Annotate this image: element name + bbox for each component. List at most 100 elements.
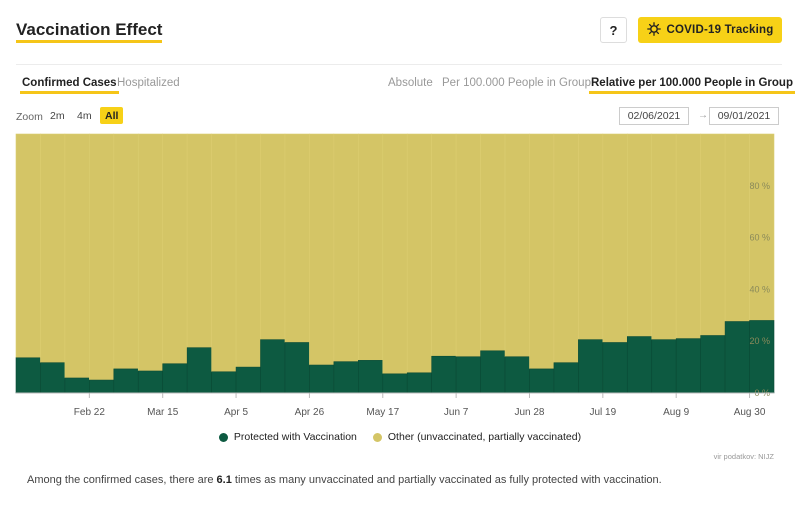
date-separator: → bbox=[698, 110, 708, 121]
bar-protected-12 bbox=[309, 364, 335, 394]
bar-other-1 bbox=[40, 133, 66, 363]
bar-protected-5 bbox=[137, 370, 164, 394]
legend-dot-protected bbox=[218, 432, 228, 442]
bar-protected-23 bbox=[578, 339, 604, 394]
bar-protected-22 bbox=[553, 362, 579, 394]
bar-other-17 bbox=[431, 133, 457, 357]
bar-protected-18 bbox=[455, 356, 481, 394]
bar-protected-21 bbox=[529, 368, 555, 394]
bar-other-20 bbox=[504, 133, 530, 358]
bar-other-11 bbox=[284, 133, 310, 343]
bar-protected-1 bbox=[40, 362, 66, 394]
x-tick-label: Mar 15 bbox=[147, 407, 179, 418]
bar-protected-13 bbox=[333, 361, 359, 394]
bar-other-27 bbox=[675, 133, 701, 339]
bar-protected-14 bbox=[358, 360, 384, 394]
x-tick-label: Aug 9 bbox=[663, 407, 690, 418]
zoom-4m-button[interactable]: 4m bbox=[77, 109, 92, 122]
bar-protected-8 bbox=[211, 371, 237, 394]
tab-relative-per-100000[interactable]: Relative per 100.000 People in Group bbox=[589, 77, 795, 94]
page-title: Vaccination Effect bbox=[16, 20, 163, 43]
bar-protected-7 bbox=[186, 347, 212, 394]
date-to-input[interactable]: 09/01/2021 bbox=[709, 107, 779, 125]
x-tick-label: Jun 7 bbox=[444, 407, 469, 418]
bar-protected-24 bbox=[602, 342, 628, 394]
bar-protected-3 bbox=[89, 379, 115, 394]
covid-tracking-label: COVID-19 Tracking bbox=[666, 24, 774, 36]
legend-label-other: Other (unvaccinated, partially vaccinate… bbox=[387, 431, 582, 443]
chart: 0 %20 %40 %60 %80 %Feb 22 Mar 15 Apr 5 Apr … bbox=[15, 133, 775, 418]
x-tick-label: May 17 bbox=[366, 407, 399, 418]
bar-protected-4 bbox=[113, 368, 139, 394]
bar-other-5 bbox=[137, 133, 164, 372]
bar-other-30 bbox=[749, 133, 775, 321]
bar-protected-2 bbox=[64, 377, 90, 394]
bar-protected-10 bbox=[260, 339, 286, 394]
bar-other-6 bbox=[162, 133, 188, 365]
bar-other-28 bbox=[700, 133, 726, 336]
bar-protected-29 bbox=[724, 321, 750, 394]
bar-other-14 bbox=[358, 133, 384, 361]
x-tick-label: Apr 26 bbox=[295, 407, 325, 418]
bar-other-23 bbox=[578, 133, 604, 340]
bar-other-13 bbox=[333, 133, 359, 362]
zoom-all-button[interactable]: All bbox=[100, 107, 124, 124]
bar-protected-19 bbox=[480, 350, 506, 394]
x-tick-label: Jun 28 bbox=[514, 407, 544, 418]
bar-protected-30 bbox=[749, 320, 775, 394]
legend-label-protected: Protected with Vaccination bbox=[233, 431, 357, 443]
bar-protected-6 bbox=[162, 363, 188, 394]
bar-protected-25 bbox=[626, 336, 653, 394]
chart-legend: Protected with Vaccination Other (unvacc… bbox=[0, 431, 800, 443]
date-from-input[interactable]: 02/06/2021 bbox=[619, 107, 689, 125]
virus-icon bbox=[646, 21, 661, 39]
summary-suffix: times as many unvaccinated and partially… bbox=[231, 474, 662, 486]
tab-absolute[interactable]: Absolute bbox=[388, 77, 433, 89]
data-source: vir podatkov: NIJZ bbox=[713, 452, 774, 461]
y-tick-label: 40 % bbox=[749, 284, 770, 294]
tab-hospitalized[interactable]: Hospitalized bbox=[117, 77, 180, 89]
tab-per-100000[interactable]: Per 100.000 People in Group bbox=[442, 77, 591, 89]
bar-other-8 bbox=[211, 133, 237, 373]
tab-confirmed-cases[interactable]: Confirmed Cases bbox=[20, 77, 119, 94]
bar-other-29 bbox=[724, 133, 750, 322]
bar-protected-11 bbox=[284, 342, 310, 394]
x-tick-label: Apr 5 bbox=[224, 407, 248, 418]
bar-other-21 bbox=[529, 133, 555, 370]
summary-prefix: Among the confirmed cases, there are bbox=[27, 474, 217, 486]
bar-other-16 bbox=[406, 133, 432, 374]
legend-item-other[interactable]: Other (unvaccinated, partially vaccinate… bbox=[372, 431, 582, 443]
bar-protected-20 bbox=[504, 356, 530, 394]
bar-protected-16 bbox=[406, 372, 432, 394]
bar-other-7 bbox=[186, 133, 212, 348]
bar-protected-15 bbox=[382, 373, 408, 394]
summary-text: Among the confirmed cases, there are 6.1… bbox=[27, 474, 662, 486]
header-divider bbox=[16, 64, 782, 65]
bar-protected-9 bbox=[235, 366, 261, 394]
bar-other-2 bbox=[64, 133, 90, 379]
bar-other-22 bbox=[553, 133, 579, 363]
x-tick-label: Feb 22 bbox=[74, 407, 106, 418]
zoom-label: Zoom bbox=[16, 111, 43, 123]
bar-other-18 bbox=[455, 133, 481, 358]
bar-other-26 bbox=[651, 133, 677, 340]
bar-protected-27 bbox=[675, 338, 701, 394]
y-tick-label: 20 % bbox=[749, 336, 770, 346]
summary-value: 6.1 bbox=[216, 474, 232, 486]
zoom-2m-button[interactable]: 2m bbox=[50, 109, 65, 122]
x-tick-label: Jul 19 bbox=[589, 407, 616, 418]
legend-item-protected[interactable]: Protected with Vaccination bbox=[218, 431, 357, 443]
bar-other-15 bbox=[382, 133, 408, 375]
bar-other-25 bbox=[626, 133, 653, 337]
bar-other-12 bbox=[309, 133, 335, 366]
bar-other-24 bbox=[602, 133, 628, 343]
bar-other-4 bbox=[113, 133, 139, 370]
covid-tracking-button[interactable]: COVID-19 Tracking bbox=[638, 17, 782, 43]
bar-other-9 bbox=[235, 133, 261, 368]
x-tick-label: Aug 30 bbox=[734, 407, 766, 418]
help-button[interactable]: ? bbox=[600, 17, 627, 43]
y-tick-label: 80 % bbox=[749, 181, 770, 191]
bar-protected-28 bbox=[700, 335, 726, 394]
bar-protected-17 bbox=[431, 355, 457, 394]
bar-other-19 bbox=[480, 133, 506, 352]
